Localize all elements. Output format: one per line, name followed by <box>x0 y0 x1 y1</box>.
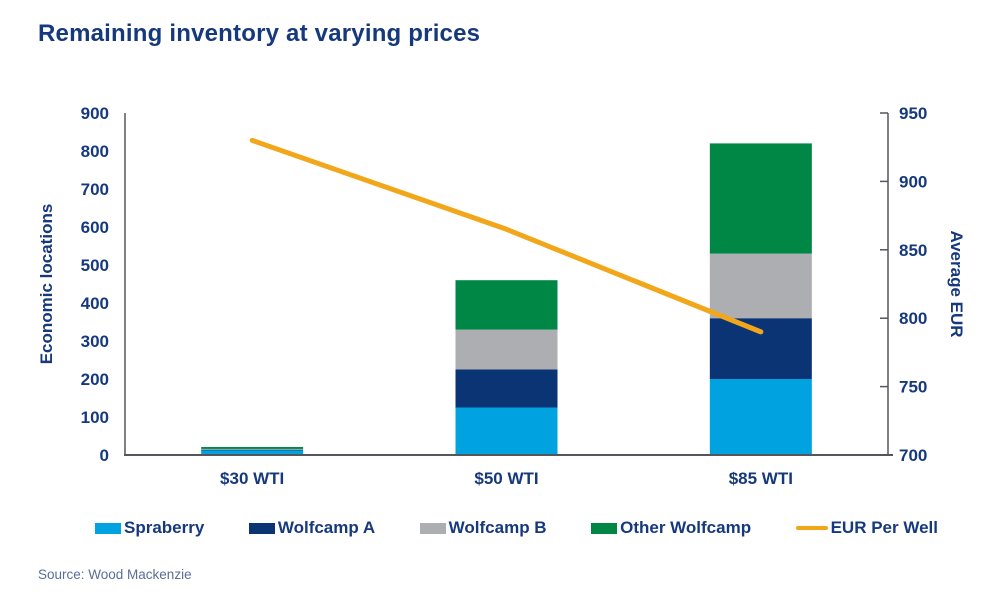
legend-color-swatch-wolfcamp-b <box>419 522 446 534</box>
legend-label-eur-per-well: EUR Per Well <box>830 518 938 537</box>
legend-line-swatch-eur-per-well <box>795 526 828 530</box>
legend-item-other-wolfcamp: Other Wolfcamp <box>591 518 751 538</box>
bar-segment-wolfcamp-a--85-wti <box>709 318 812 379</box>
x-tick--30-wti: $30 WTI <box>220 469 284 488</box>
y-right-tick-900: 900 <box>899 172 927 191</box>
legend-color-swatch-wolfcamp-a <box>248 522 275 534</box>
x-tick--50-wti: $50 WTI <box>474 469 538 488</box>
y-left-tick-600: 600 <box>81 218 109 237</box>
y-left-tick-800: 800 <box>81 142 109 161</box>
legend-item-eur-per-well: EUR Per Well <box>795 518 938 538</box>
bar-segment-wolfcamp-b--30-wti <box>201 448 304 450</box>
y-left-tick-700: 700 <box>81 180 109 199</box>
chart-legend: Spraberry Wolfcamp A Wolfcamp B Other Wolfc… <box>95 514 938 542</box>
bar-segment-spraberry--85-wti <box>709 379 812 455</box>
legend-color-swatch-other-wolfcamp <box>591 522 618 534</box>
legend-label-wolfcamp-a: Wolfcamp A <box>277 518 376 537</box>
line-eur-per-well <box>249 137 764 335</box>
y-right-tick-750: 750 <box>899 378 927 397</box>
bar-segment-other-wolfcamp--50-wti <box>455 280 558 330</box>
bar-segment-spraberry--30-wti <box>201 450 304 455</box>
y-right-tick-950: 950 <box>899 104 927 123</box>
legend-item-wolfcamp-a: Wolfcamp A <box>248 518 376 538</box>
bar-segment-wolfcamp-a--50-wti <box>455 369 558 408</box>
bar-segment-wolfcamp-b--50-wti <box>455 329 558 370</box>
y-left-tick-200: 200 <box>81 370 109 389</box>
y-left-tick-500: 500 <box>81 256 109 275</box>
bar-segment-spraberry--50-wti <box>455 407 558 455</box>
y-left-tick-100: 100 <box>81 408 109 427</box>
bar-segment-wolfcamp-b--85-wti <box>709 253 812 319</box>
legend-color-swatch-spraberry <box>95 522 121 534</box>
x-tick--85-wti: $85 WTI <box>729 469 793 488</box>
y-right-tick-800: 800 <box>899 309 927 328</box>
legend-label-other-wolfcamp: Other Wolfcamp <box>620 518 752 537</box>
bar-segment-wolfcamp-a--30-wti <box>201 449 304 451</box>
y-left-tick-0: 0 <box>100 446 109 465</box>
chart-title: Remaining inventory at varying prices <box>38 20 481 47</box>
y-right-tick-700: 700 <box>899 446 927 465</box>
y-left-tick-400: 400 <box>81 294 109 313</box>
legend-label-spraberry: Spraberry <box>124 518 205 537</box>
y-axis-right-title: Average EUR <box>947 230 966 337</box>
source-note: Source: Wood Mackenzie <box>38 567 192 582</box>
bar-segment-other-wolfcamp--30-wti <box>201 447 304 449</box>
y-axis-left-title: Economic locations <box>37 204 56 365</box>
y-right-tick-850: 850 <box>899 241 927 260</box>
y-left-tick-300: 300 <box>81 332 109 351</box>
legend-label-wolfcamp-b: Wolfcamp B <box>448 518 547 537</box>
legend-item-wolfcamp-b: Wolfcamp B <box>419 518 547 538</box>
bar-segment-other-wolfcamp--85-wti <box>709 143 812 254</box>
legend-item-spraberry: Spraberry <box>95 518 204 538</box>
y-left-tick-900: 900 <box>81 104 109 123</box>
